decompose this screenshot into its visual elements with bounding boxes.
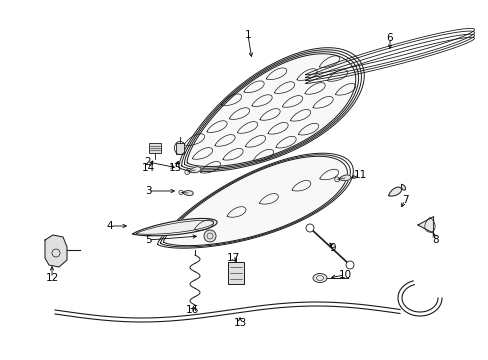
Text: 6: 6 [386,33,392,43]
Text: 12: 12 [45,273,59,283]
Circle shape [346,261,353,269]
Polygon shape [133,219,217,236]
Polygon shape [338,175,350,181]
Text: 16: 16 [185,305,198,315]
FancyBboxPatch shape [175,143,184,153]
Polygon shape [163,156,347,246]
Text: 1: 1 [244,30,251,40]
Polygon shape [401,184,405,190]
Circle shape [203,230,216,242]
Text: 10: 10 [338,270,351,280]
Polygon shape [184,52,358,168]
Text: 8: 8 [432,235,438,245]
Text: 2: 2 [144,157,151,167]
Text: 3: 3 [144,186,151,196]
Ellipse shape [312,274,326,283]
Polygon shape [417,217,433,233]
Polygon shape [189,167,201,173]
Text: 13: 13 [233,318,246,328]
Text: 9: 9 [329,243,336,253]
Text: 4: 4 [106,221,113,231]
Polygon shape [183,191,193,195]
Text: 7: 7 [401,195,407,205]
FancyBboxPatch shape [227,262,244,284]
Circle shape [305,224,313,232]
Text: 11: 11 [353,170,366,180]
FancyBboxPatch shape [149,143,161,153]
Text: 14: 14 [141,163,154,173]
Polygon shape [388,187,401,196]
Text: 17: 17 [226,253,239,263]
Text: 5: 5 [144,235,151,245]
Text: 15: 15 [168,163,181,173]
Polygon shape [45,235,67,267]
